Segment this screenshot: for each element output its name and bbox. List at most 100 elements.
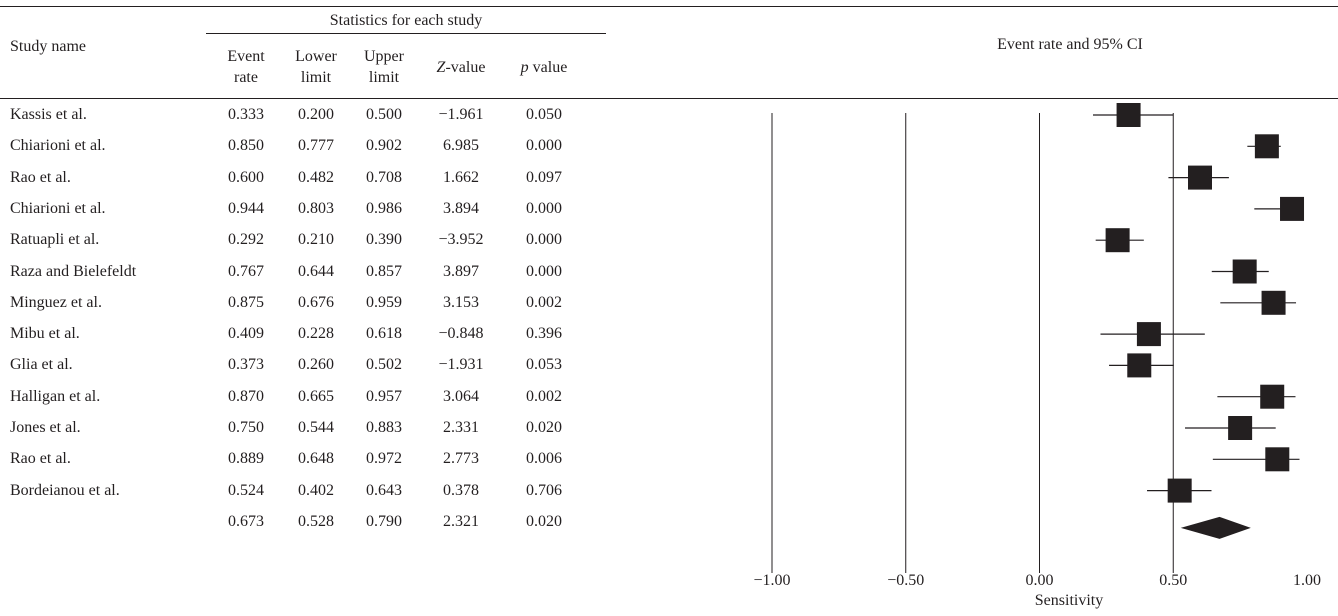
p-value-cell: 0.002 [526,293,562,311]
p-value-cell: 0.050 [526,106,562,123]
event-rate-cell: 0.673 [228,512,264,530]
study-marker [1260,384,1285,409]
pooled-diamond [1180,516,1251,539]
lower-limit-header: Lower limit [295,48,337,86]
event-rate-cell: 0.333 [228,106,264,123]
event-rate-cell: 0.944 [228,199,264,217]
lower-limit-cell: 0.210 [298,231,334,249]
study-marker [1105,228,1130,253]
lower-limit-cell: 0.676 [298,293,334,311]
study-name-cell: Glia et al. [10,356,73,374]
study-name-cell: Chiarioni et al. [10,199,106,217]
study-marker [1127,353,1152,378]
z-value-cell: −1.961 [438,106,484,123]
event-rate-cell: 0.850 [228,137,264,155]
x-tick-label: 0.50 [1159,572,1187,589]
lower-limit-cell: 0.665 [298,387,334,405]
p-value-cell: 0.020 [526,419,562,436]
event-rate-cell: 0.373 [228,356,264,374]
statistics-group-title: Statistics for each study [329,12,483,29]
z-value-cell: 3.153 [443,293,479,311]
lower-limit-cell: 0.803 [298,199,334,217]
p-value-cell: 0.006 [526,450,562,468]
x-tick-label: −1.00 [753,572,790,589]
lower-limit-cell: 0.260 [298,356,334,374]
p-value-cell: 0.000 [526,231,562,249]
z-value-cell: −1.931 [438,356,484,374]
z-value-cell: 0.378 [443,481,479,499]
study-name-cell: Jones et al. [10,419,81,436]
study-marker [1136,322,1161,347]
study-marker [1280,196,1305,221]
x-tick-label: −0.50 [887,572,924,589]
study-name-cell: Bordeianou et al. [10,481,120,499]
plot-title: Event rate and 95% CI [997,36,1143,53]
upper-limit-cell: 0.790 [366,512,402,530]
upper-limit-cell: 0.618 [366,325,402,343]
z-value-cell: 2.773 [443,450,479,468]
p-value-cell: 0.053 [526,356,562,374]
event-rate-cell: 0.600 [228,168,264,186]
statistics-group-underline [206,33,606,34]
study-marker [1261,290,1286,315]
upper-limit-cell: 0.500 [366,106,402,123]
lower-limit-cell: 0.482 [298,168,334,186]
study-name-cell: Rao et al. [10,450,71,468]
study-name-cell: Rao et al. [10,168,71,186]
study-marker [1116,103,1141,127]
upper-limit-cell: 0.708 [366,168,402,186]
p-value-cell: 0.002 [526,387,562,405]
study-marker [1232,259,1257,284]
study-name-cell: Minguez et al. [10,293,102,311]
upper-limit-cell: 0.959 [366,293,402,311]
event-rate-cell: 0.870 [228,387,264,405]
study-name-header: Study name [10,38,86,55]
z-value-header: Z-value [436,59,486,76]
lower-limit-cell: 0.544 [298,419,334,436]
p-value-cell: 0.000 [526,262,562,280]
p-value-cell: 0.396 [526,325,562,343]
upper-limit-cell: 0.957 [366,387,402,405]
upper-limit-cell: 0.972 [366,450,402,468]
event-rate-cell: 0.875 [228,293,264,311]
upper-limit-cell: 0.390 [366,231,402,249]
p-value-cell: 0.706 [526,481,562,499]
study-marker [1167,478,1192,503]
lower-limit-cell: 0.200 [298,106,334,123]
event-rate-cell: 0.524 [228,481,264,499]
upper-limit-cell: 0.502 [366,356,402,374]
top-rule [0,6,1338,7]
study-marker [1228,416,1253,440]
x-tick-label: 0.00 [1026,572,1054,589]
study-name-cell: Raza and Bielefeldt [10,262,137,280]
z-value-cell: −0.848 [438,325,484,343]
upper-limit-cell: 0.883 [366,419,402,436]
lower-limit-cell: 0.528 [298,512,334,530]
lower-limit-cell: 0.644 [298,262,334,280]
p-value-cell: 0.020 [526,512,562,530]
study-name-cell: Kassis et al. [10,106,87,123]
upper-limit-header: Upper limit [364,48,404,86]
p-value-header: p value [520,59,568,76]
p-value-cell: 0.097 [526,168,562,186]
study-marker [1265,447,1290,472]
event-rate-header: Event rate [227,48,265,86]
upper-limit-cell: 0.857 [366,262,402,280]
event-rate-cell: 0.750 [228,419,264,436]
event-rate-cell: 0.889 [228,450,264,468]
z-value-cell: 1.662 [443,168,479,186]
lower-limit-cell: 0.402 [298,481,334,499]
study-name-cell: Chiarioni et al. [10,137,106,155]
lower-limit-cell: 0.228 [298,325,334,343]
p-value-cell: 0.000 [526,137,562,155]
study-name-cell: Ratuapli et al. [10,231,100,249]
z-value-cell: 3.894 [443,199,479,217]
event-rate-cell: 0.767 [228,262,264,280]
study-name-cell: Halligan et al. [10,387,101,405]
z-value-cell: −3.952 [438,231,484,249]
study-marker [1254,134,1279,159]
x-axis-title: Sensitivity [1034,592,1104,609]
study-marker [1188,165,1212,190]
lower-limit-cell: 0.777 [298,137,334,155]
z-value-cell: 3.897 [443,262,479,280]
